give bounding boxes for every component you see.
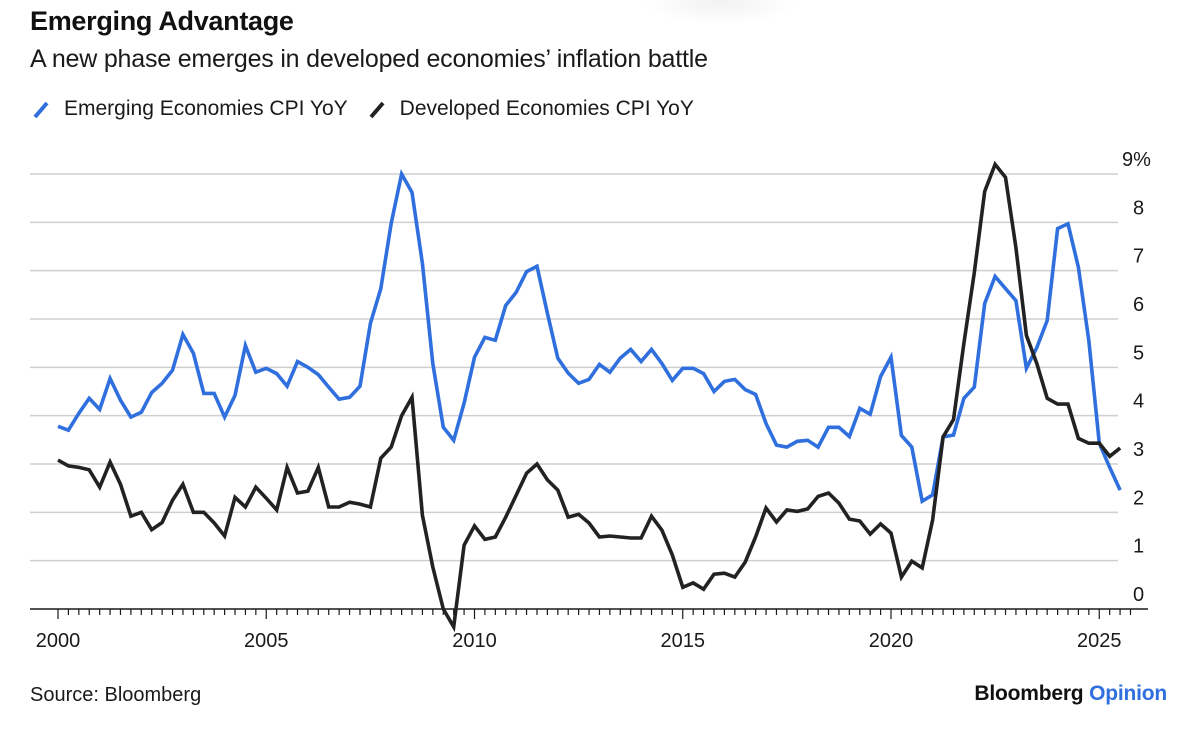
legend: Emerging Economies CPI YoY Developed Eco… bbox=[30, 97, 712, 121]
series-lines bbox=[57, 160, 1122, 633]
x-tick-label: 2020 bbox=[869, 630, 914, 652]
x-tick-label: 2005 bbox=[244, 630, 289, 652]
y-tick-label: 3 bbox=[1133, 439, 1144, 461]
y-tick-label: 5 bbox=[1133, 342, 1144, 364]
y-tick-label: 7 bbox=[1133, 246, 1144, 268]
slash-line-icon bbox=[369, 101, 385, 119]
x-axis bbox=[30, 608, 1148, 619]
y-axis-tick-labels: 0 1 2 3 4 5 6 7 8 9% bbox=[1122, 149, 1151, 606]
y-tick-label: 1 bbox=[1133, 536, 1144, 558]
y-tick-label: 0 bbox=[1133, 584, 1144, 606]
legend-label: Developed Economies CPI YoY bbox=[399, 97, 694, 120]
legend-label: Emerging Economies CPI YoY bbox=[64, 97, 348, 120]
x-tick-label: 2010 bbox=[452, 630, 497, 652]
brand-logo: Bloomberg Opinion bbox=[974, 682, 1167, 706]
brand-primary: Bloomberg bbox=[974, 682, 1084, 705]
slash-line-icon bbox=[33, 101, 49, 119]
x-tick-label: 2025 bbox=[1077, 630, 1122, 652]
series-line-developed bbox=[57, 160, 1122, 633]
y-tick-label: 4 bbox=[1133, 391, 1144, 413]
y-tick-label: 6 bbox=[1133, 294, 1144, 316]
chart-title: Emerging Advantage bbox=[30, 6, 294, 36]
legend-item-emerging: Emerging Economies CPI YoY bbox=[30, 97, 348, 121]
gridlines bbox=[30, 173, 1118, 562]
y-tick-label: 9% bbox=[1122, 149, 1151, 171]
source-note: Source: Bloomberg bbox=[30, 684, 202, 706]
y-tick-label: 2 bbox=[1133, 487, 1144, 509]
chart-subtitle: A new phase emerges in developed economi… bbox=[30, 45, 708, 73]
x-tick-label: 2000 bbox=[36, 630, 81, 652]
x-axis-tick-labels: 2000 2005 2010 2015 2020 2025 bbox=[36, 630, 1122, 652]
brand-secondary: Opinion bbox=[1089, 682, 1167, 705]
legend-item-developed: Developed Economies CPI YoY bbox=[366, 97, 694, 121]
x-tick-label: 2015 bbox=[661, 630, 706, 652]
y-tick-label: 8 bbox=[1133, 197, 1144, 219]
